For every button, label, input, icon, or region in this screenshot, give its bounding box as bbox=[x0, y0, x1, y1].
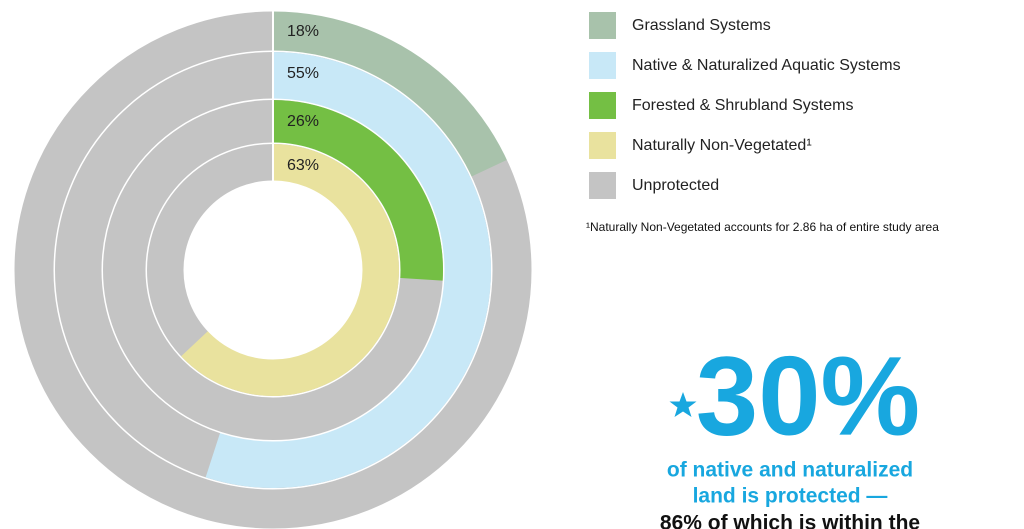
data-label: 63% bbox=[287, 157, 319, 174]
legend-label: Grassland Systems bbox=[632, 17, 771, 34]
legend-swatch bbox=[589, 132, 616, 159]
legend-label: Native & Naturalized Aquatic Systems bbox=[632, 57, 901, 74]
legend-label: Unprotected bbox=[632, 177, 719, 194]
legend-swatch bbox=[589, 172, 616, 199]
protected-arc bbox=[273, 10, 509, 178]
star-icon bbox=[669, 392, 697, 417]
ring-gap bbox=[183, 180, 363, 360]
data-label: 26% bbox=[287, 113, 319, 130]
callout-headline: 30% bbox=[696, 334, 920, 459]
legend-label: Forested & Shrubland Systems bbox=[632, 97, 853, 114]
callout-continuation: 86% of which is within the bbox=[660, 512, 920, 529]
data-label: 55% bbox=[287, 65, 319, 82]
callout-line: land is protected — bbox=[693, 485, 888, 508]
legend-label: Naturally Non-Vegetated¹ bbox=[632, 137, 812, 154]
data-label: 18% bbox=[287, 23, 319, 40]
legend-swatch bbox=[589, 12, 616, 39]
legend-swatch bbox=[589, 92, 616, 119]
footnote: ¹Naturally Non-Vegetated accounts for 2.… bbox=[586, 220, 939, 234]
protected-arc bbox=[181, 144, 400, 396]
legend-swatch bbox=[589, 52, 616, 79]
protected-arc bbox=[205, 52, 492, 489]
callout-line: of native and naturalized bbox=[667, 459, 913, 482]
protected-arc bbox=[273, 100, 444, 281]
